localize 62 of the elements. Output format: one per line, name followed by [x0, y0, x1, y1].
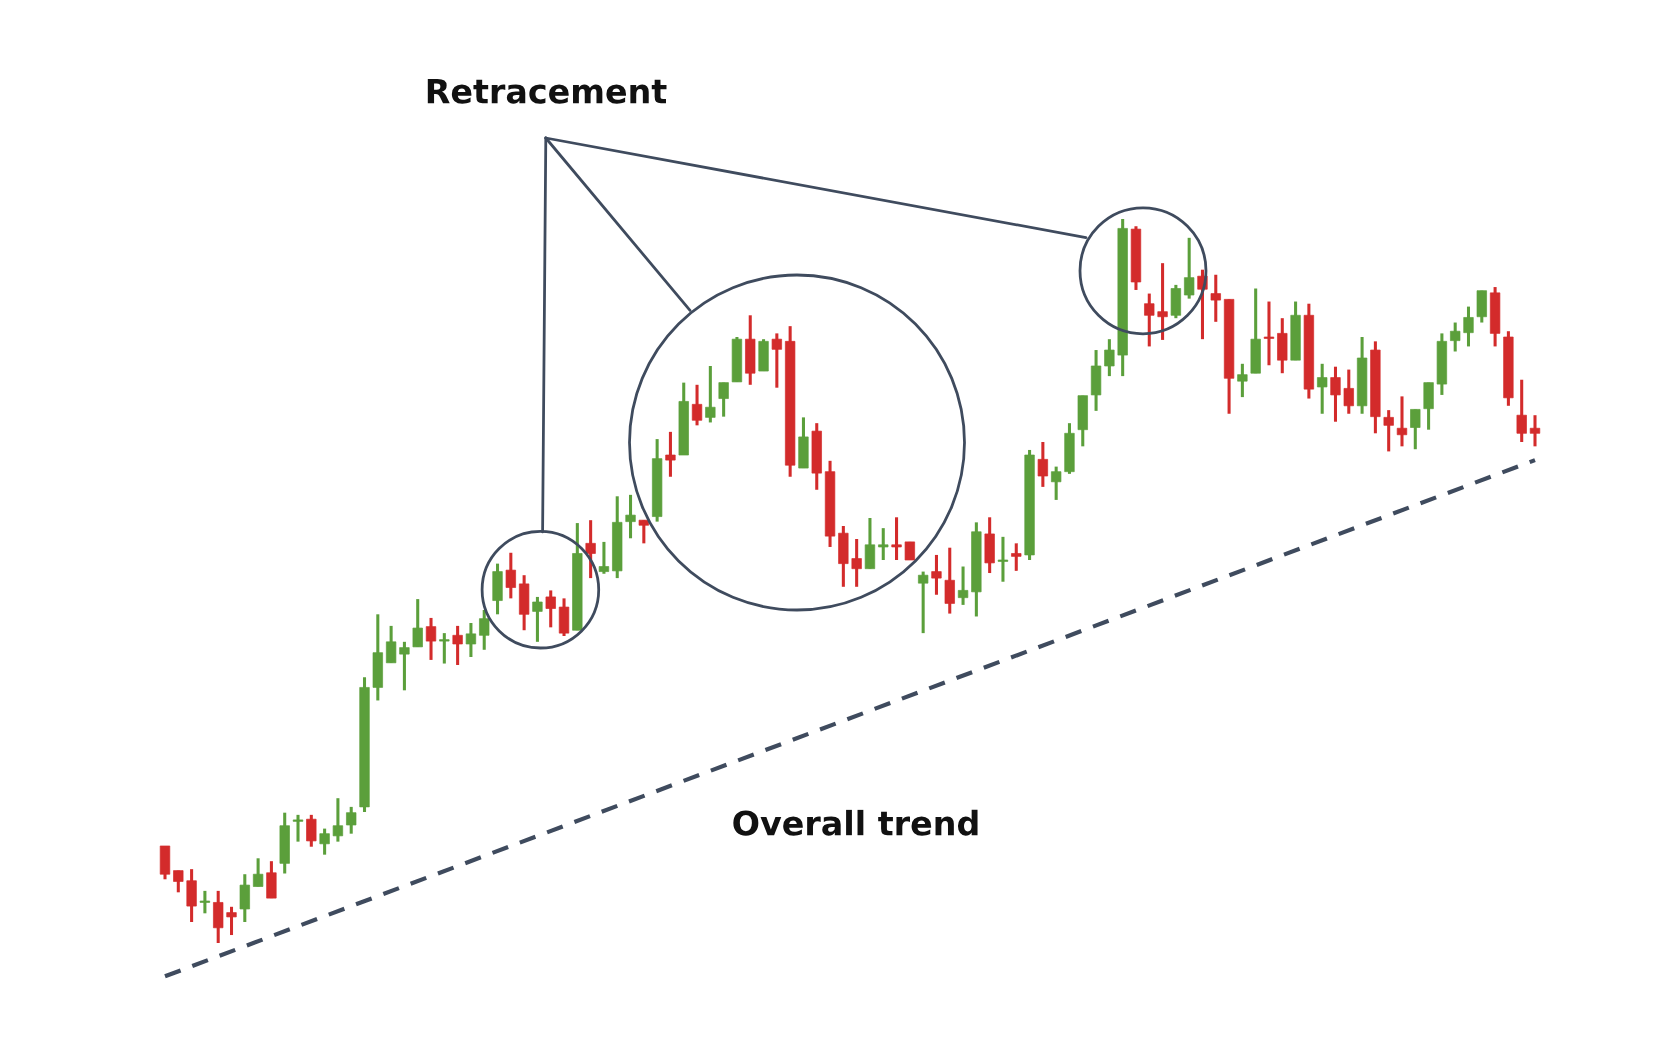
candlestick	[864, 518, 876, 570]
candlestick	[1330, 366, 1341, 422]
candlestick	[638, 519, 649, 544]
candlestick	[705, 365, 716, 423]
text: Retracement	[427, 78, 667, 104]
candlestick	[1463, 306, 1474, 347]
candlestick	[878, 528, 889, 560]
candlestick	[292, 813, 304, 842]
candlestick	[997, 535, 1009, 582]
candlestick	[545, 590, 556, 628]
candlestick	[452, 624, 463, 665]
candlestick	[598, 540, 610, 574]
candlestick	[1184, 236, 1195, 299]
candlestick	[1237, 362, 1248, 399]
candlestick	[425, 616, 437, 660]
candlestick	[891, 517, 902, 560]
candlestick	[505, 552, 516, 599]
candlestick	[1051, 466, 1062, 500]
candlestick	[332, 798, 344, 842]
candlestick	[439, 633, 450, 664]
candlestick	[771, 333, 782, 388]
candlestick	[226, 905, 237, 937]
candlestick	[851, 539, 862, 587]
candlestick	[585, 520, 596, 580]
candlestick	[1011, 543, 1022, 571]
candlestick	[319, 828, 330, 855]
candlestick	[718, 382, 729, 417]
candlestick	[665, 430, 676, 477]
candlestick	[412, 599, 423, 648]
candlestick	[199, 889, 211, 914]
candlestick	[1263, 301, 1275, 366]
candlestick	[385, 624, 397, 664]
candlestick	[1317, 362, 1328, 414]
series-label: Overall trend	[733, 809, 978, 836]
candlestick	[931, 553, 942, 595]
candlestick	[1210, 274, 1221, 322]
candlestick	[1396, 396, 1408, 447]
candlestick	[252, 858, 264, 887]
candlestick	[1343, 369, 1354, 414]
candlestick	[532, 595, 543, 642]
candlestick	[465, 622, 477, 658]
candlestick	[346, 805, 357, 834]
candlestick	[1383, 410, 1394, 452]
candlestick	[1410, 409, 1421, 451]
candlestick	[1450, 322, 1461, 352]
candlestick	[306, 813, 317, 847]
candlestick	[1516, 379, 1527, 442]
candlestick	[625, 493, 636, 539]
candlestick	[1529, 415, 1541, 447]
candlestick	[173, 870, 184, 893]
candlestick	[944, 547, 955, 614]
candlestick	[1157, 263, 1168, 340]
candlestick	[918, 571, 929, 635]
candlestick	[1104, 339, 1115, 378]
candlestick	[399, 640, 410, 691]
candlestick	[479, 608, 490, 650]
candlestick	[904, 540, 915, 561]
candlestick	[239, 874, 250, 922]
candlestick	[1037, 441, 1048, 487]
candlestick	[691, 383, 703, 426]
candlestick	[957, 566, 969, 605]
candlestick	[1144, 293, 1155, 347]
